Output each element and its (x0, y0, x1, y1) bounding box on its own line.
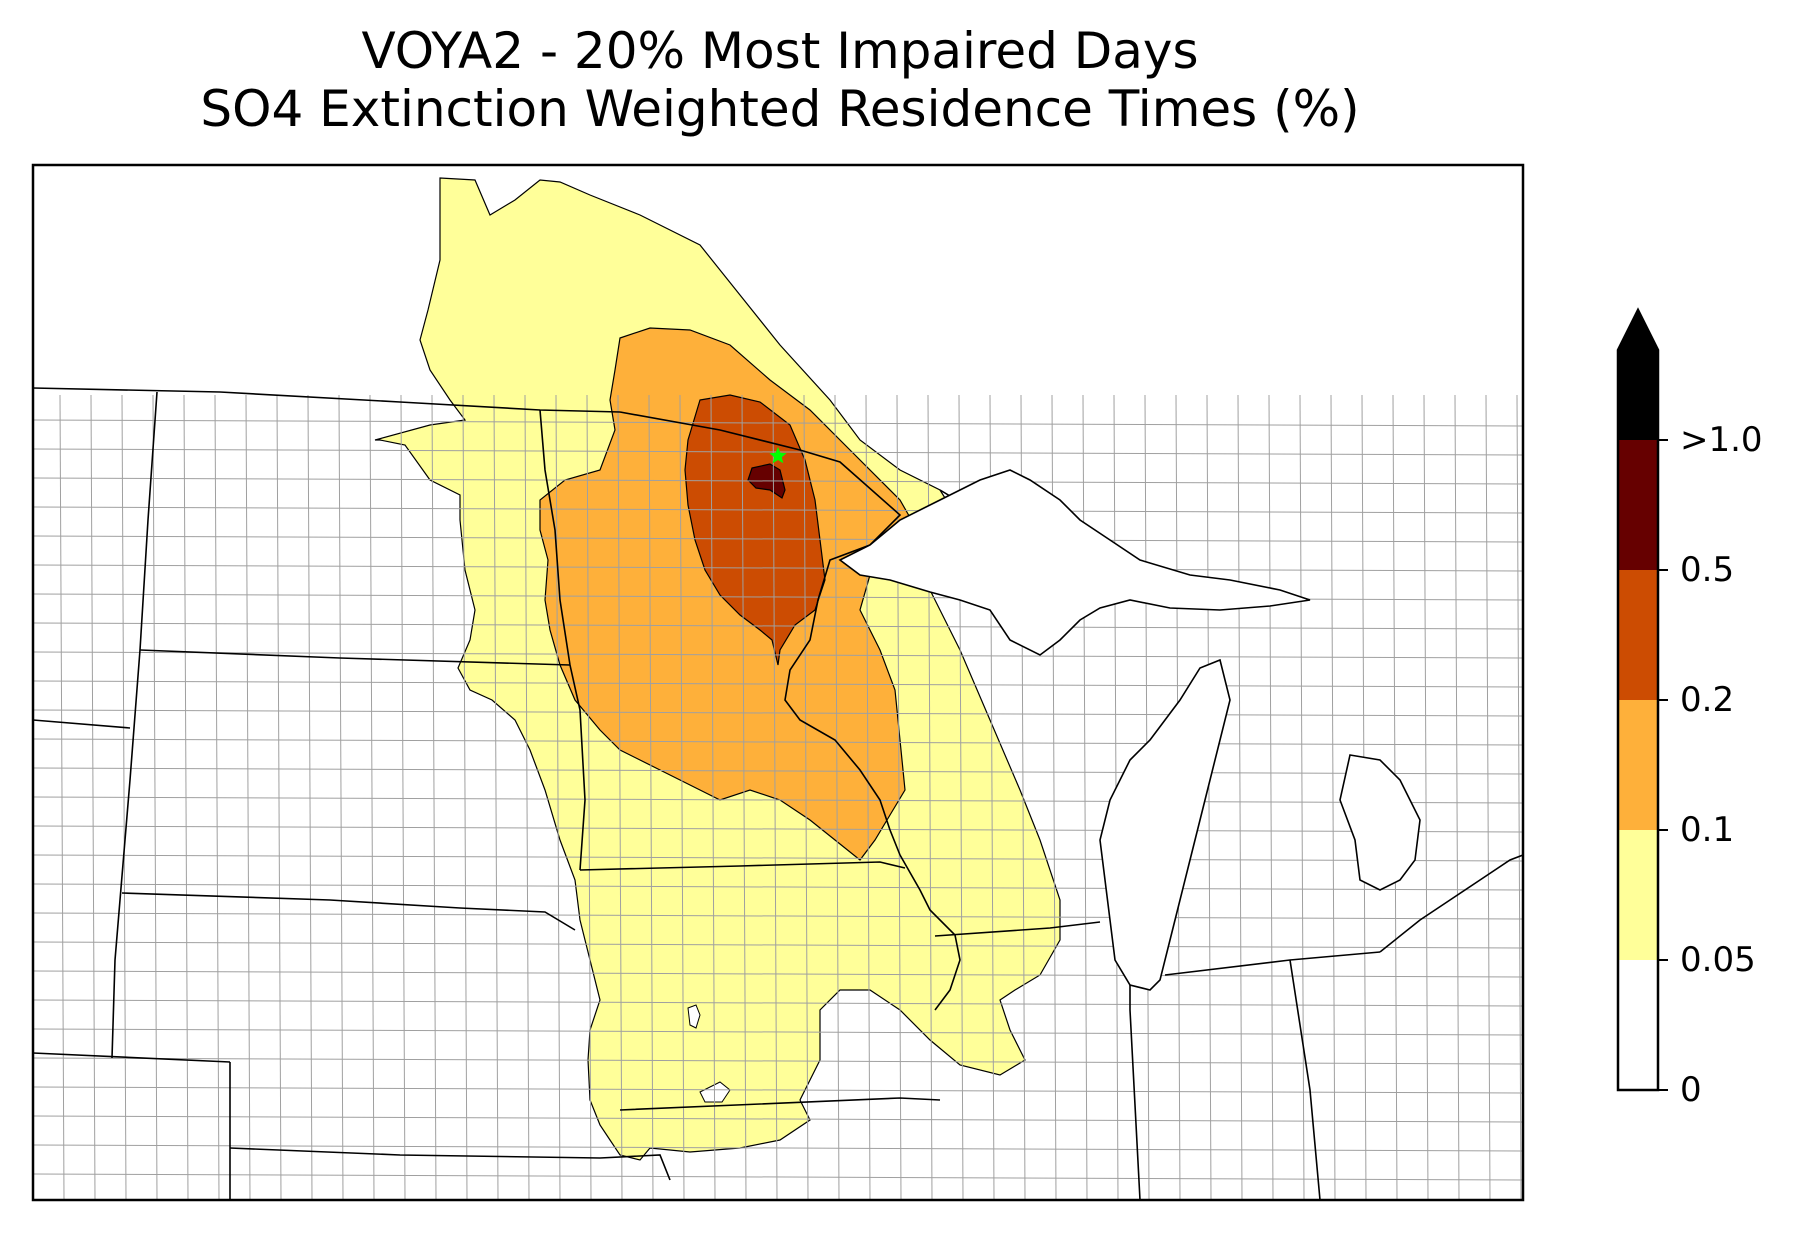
contour-hole-1 (687, 1004, 701, 1029)
chart-title-line1: VOYA2 - 20% Most Impaired Days (361, 22, 1199, 80)
county-line (33, 738, 1523, 746)
county-line (369, 394, 375, 1200)
colorbar-tick-label: 0.1 (1680, 810, 1735, 850)
contour-hole-2 (699, 1081, 731, 1103)
county-line (33, 1173, 1523, 1181)
county-line (33, 1086, 1523, 1094)
colorbar-tick-label: >1.0 (1680, 420, 1763, 460)
county-line (524, 394, 530, 1200)
lake-superior (838, 469, 1311, 656)
county-line (33, 1057, 1523, 1065)
colorbar-bin (1618, 570, 1658, 700)
county-line (400, 394, 406, 1200)
county-line (33, 1144, 1523, 1152)
county-line (33, 651, 1523, 659)
receptor-star (769, 447, 787, 464)
county-boundaries (33, 394, 1523, 1200)
county-line (33, 767, 1523, 775)
county-line (33, 477, 1523, 485)
county-line (834, 394, 840, 1200)
county-line (1485, 394, 1491, 1200)
county-line (1206, 394, 1212, 1200)
county-line (865, 394, 871, 1200)
colorbar-tick-label: 0.5 (1680, 550, 1735, 590)
chart-title-line2: SO4 Extinction Weighted Residence Times … (200, 80, 1360, 138)
county-line (33, 970, 1523, 978)
county-line (33, 622, 1523, 630)
county-line (33, 709, 1523, 717)
lake-huron (1339, 754, 1421, 891)
county-line (33, 564, 1523, 572)
county-line (33, 506, 1523, 514)
colorbar-bin (1618, 960, 1658, 1090)
county-line (772, 394, 778, 1200)
colorbar-extend-arrow (1618, 310, 1658, 350)
county-line (648, 394, 654, 1200)
county-line (33, 419, 1523, 427)
county-line (33, 854, 1523, 862)
county-line (33, 680, 1523, 688)
lake-michigan (1099, 658, 1231, 991)
colorbar-bin (1618, 440, 1658, 570)
county-line (33, 883, 1523, 891)
colorbar-outline (1616, 307, 1660, 1092)
map-content (33, 177, 1523, 1200)
receptor-star-shape (769, 447, 787, 464)
county-line (1454, 394, 1460, 1200)
colorbar-tick-label: 0.05 (1680, 940, 1756, 980)
county-line (1299, 394, 1305, 1200)
county-line (741, 394, 747, 1200)
county-line (33, 941, 1523, 949)
county-line (617, 394, 623, 1200)
county-line (1423, 394, 1429, 1200)
county-line (33, 1115, 1523, 1123)
colorbar (1616, 307, 1668, 1092)
county-line (803, 394, 809, 1200)
colorbar-bin (1618, 830, 1658, 960)
county-line (33, 1028, 1523, 1036)
colorbar-bin-max (1618, 350, 1658, 440)
county-line (1268, 394, 1274, 1200)
county-line (586, 394, 592, 1200)
county-line (710, 394, 716, 1200)
county-line (33, 999, 1523, 1007)
county-line (679, 394, 685, 1200)
county-line (33, 912, 1523, 920)
county-line (1082, 394, 1088, 1200)
county-line (1237, 394, 1243, 1200)
county-line (555, 394, 561, 1200)
county-line (462, 394, 468, 1200)
county-line (33, 535, 1523, 543)
county-line (33, 796, 1523, 804)
county-line (338, 394, 344, 1200)
colorbar-tick-label: 0 (1680, 1070, 1702, 1110)
map-frame (31, 163, 1525, 1202)
county-line (33, 825, 1523, 833)
colorbar-tick-label: 0.2 (1680, 680, 1735, 720)
county-line (1516, 394, 1522, 1200)
county-line (1330, 394, 1336, 1200)
county-line (493, 394, 499, 1200)
state-boundaries (33, 387, 1523, 1200)
county-line (307, 394, 313, 1200)
great-lakes (838, 469, 1421, 991)
county-line (431, 394, 437, 1200)
colorbar-bin (1618, 700, 1658, 830)
